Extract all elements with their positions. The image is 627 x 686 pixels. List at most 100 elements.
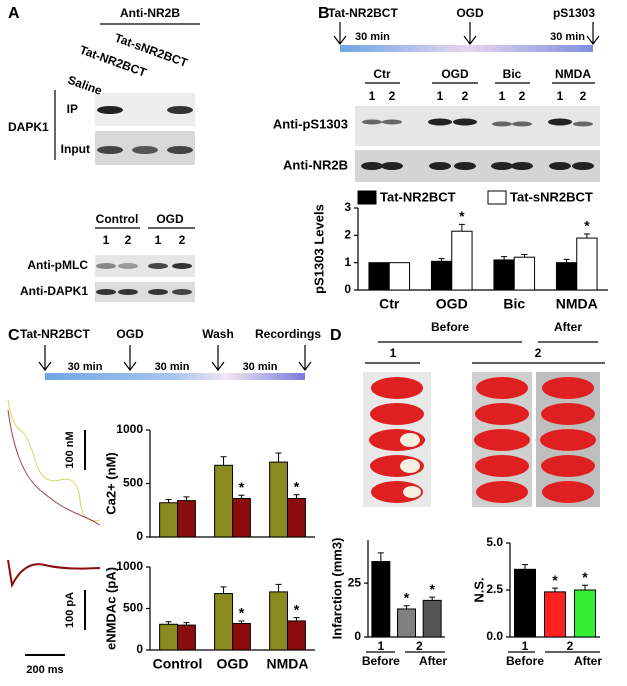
bar	[422, 599, 442, 638]
bar	[576, 237, 598, 291]
timeline-label: pS1303	[553, 6, 595, 20]
error-bar	[293, 494, 300, 499]
error-bar	[563, 258, 570, 263]
error-bar	[522, 564, 528, 570]
panel-label: A	[8, 5, 20, 22]
error-bar	[165, 621, 172, 625]
legend-label: Tat-sNR2BCT	[510, 189, 593, 204]
bar	[388, 262, 411, 291]
y-tick-label: 0	[344, 282, 351, 296]
error-bar	[183, 622, 190, 626]
bar	[514, 568, 536, 638]
y-tick-label: 2.5	[486, 582, 503, 596]
y-axis-label: N.S.	[471, 577, 486, 602]
x-tick-label: NMDA	[556, 296, 598, 312]
y-tick-label: 5.0	[486, 535, 503, 549]
significance: *	[582, 569, 588, 585]
x-tick-label: 2	[416, 639, 423, 653]
row-label: IP	[67, 102, 78, 116]
duration: 30 min	[243, 361, 278, 373]
error-bar	[521, 253, 528, 258]
x-group-label: Before	[506, 654, 544, 668]
panel-label: C	[8, 327, 20, 344]
blot-label: Anti-pMLC	[27, 258, 88, 272]
error-bar	[552, 587, 558, 592]
bar	[214, 464, 233, 538]
target: DAPK1	[8, 120, 49, 134]
significance: *	[552, 572, 558, 588]
x-group-label: Before	[362, 654, 400, 668]
bar	[269, 461, 288, 538]
error-bar	[293, 617, 300, 621]
bar	[493, 259, 515, 291]
significance: *	[429, 581, 435, 597]
x-tick-label: Control	[153, 656, 203, 672]
significance: *	[239, 479, 245, 495]
bar	[368, 262, 390, 291]
row-label: Input	[61, 142, 90, 156]
group-label: After	[554, 320, 582, 334]
error-bar	[275, 452, 282, 463]
bar	[177, 500, 196, 538]
bar	[214, 593, 233, 651]
significance: *	[459, 208, 465, 224]
panel-label: D	[330, 327, 342, 344]
treatment: Saline	[66, 73, 104, 98]
error-bar	[238, 620, 245, 624]
lane-label: 1	[155, 233, 162, 247]
bar	[397, 608, 416, 638]
x-tick-label: OGD	[217, 656, 249, 672]
bar	[232, 497, 251, 538]
set-label: 1	[390, 346, 397, 360]
error-bar	[583, 233, 590, 239]
y-tick-label: 500	[123, 476, 143, 490]
bar	[430, 260, 453, 291]
x-tick-label: NMDA	[267, 656, 309, 672]
lane-label: 1	[437, 89, 444, 103]
lane-label: 2	[179, 233, 186, 247]
lane-label: 1	[369, 89, 376, 103]
duration: 30 min	[355, 31, 390, 43]
lane-label: 2	[580, 89, 587, 103]
set-label: 2	[535, 346, 542, 360]
y-tick-label: 1000	[116, 559, 143, 573]
lane-label: 1	[499, 89, 506, 103]
y-tick-label: 500	[123, 601, 143, 615]
layout	[7, 22, 605, 656]
group-label: Ctr	[373, 67, 391, 81]
group-label: NMDA	[555, 67, 591, 81]
x-group-label: After	[419, 654, 447, 668]
error-bar	[403, 605, 410, 609]
error-bar	[582, 584, 588, 590]
y-axis-label: pS1303 Levels	[311, 204, 326, 294]
blot-label: Anti-NR2B	[283, 157, 348, 172]
y-tick-label: 0	[136, 642, 143, 656]
y-tick-label: 0	[136, 529, 143, 543]
duration: 30 min	[68, 361, 103, 373]
error-bar	[220, 586, 227, 594]
group-label: Bic	[503, 67, 522, 81]
bar	[177, 624, 196, 651]
legend-swatch	[487, 190, 507, 205]
y-tick-label: 0	[354, 629, 361, 643]
legend-swatch	[357, 190, 377, 205]
y-axis-label: Infarction (mm3)	[329, 538, 344, 640]
lane-label: 1	[103, 233, 110, 247]
bar	[513, 256, 536, 291]
error-bar	[438, 258, 445, 262]
group-label: Before	[431, 320, 469, 334]
lane-label: 2	[519, 89, 526, 103]
timeline-label: Tat-NR2BCT	[328, 6, 398, 20]
y-tick-label: 1000	[116, 422, 143, 436]
error-bar	[220, 456, 227, 466]
x-tick-label: 1	[522, 639, 529, 653]
y-tick-label: 2	[344, 228, 351, 242]
timeline-label: OGD	[456, 6, 484, 20]
timeline-label: Recordings	[255, 327, 321, 341]
bar	[159, 502, 178, 538]
scale-bar-label: 200 ms	[26, 664, 63, 676]
bar	[159, 623, 178, 651]
error-bar	[165, 499, 172, 503]
